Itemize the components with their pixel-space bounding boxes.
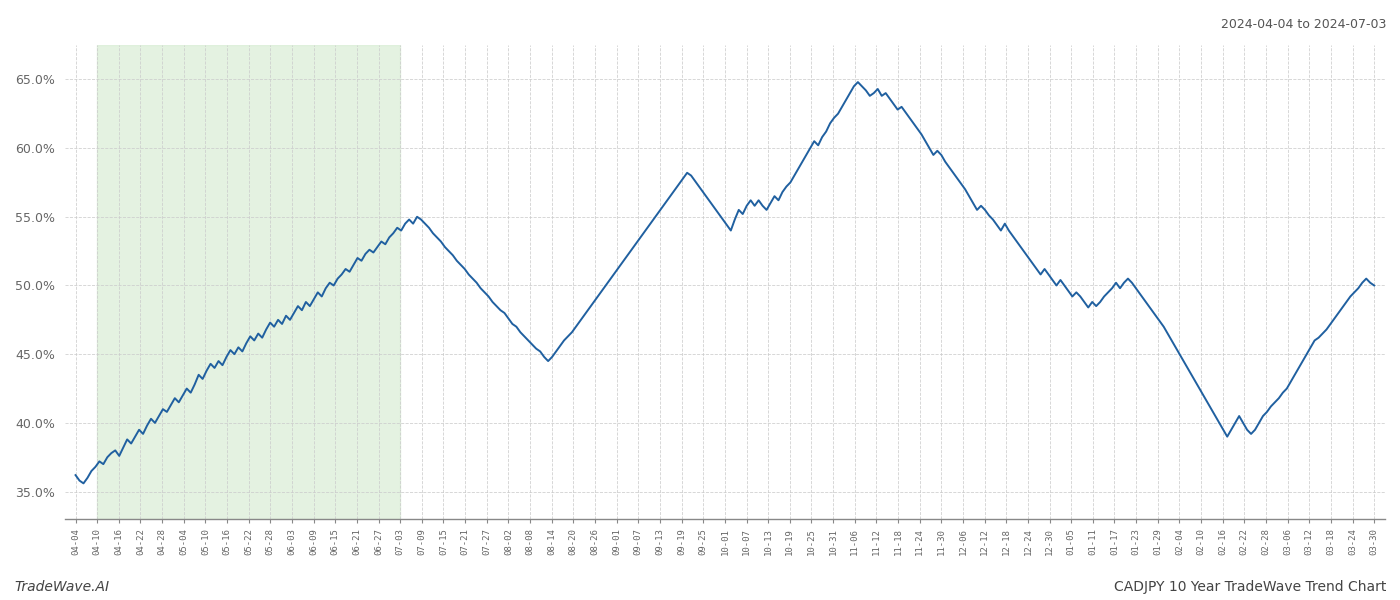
Text: TradeWave.AI: TradeWave.AI — [14, 580, 109, 594]
Bar — [97, 45, 400, 519]
Text: 2024-04-04 to 2024-07-03: 2024-04-04 to 2024-07-03 — [1221, 18, 1386, 31]
Text: CADJPY 10 Year TradeWave Trend Chart: CADJPY 10 Year TradeWave Trend Chart — [1113, 580, 1386, 594]
